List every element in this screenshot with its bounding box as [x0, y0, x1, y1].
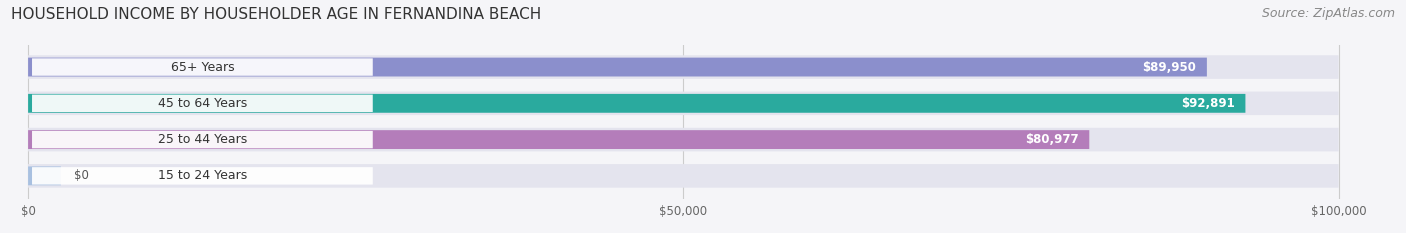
FancyBboxPatch shape	[32, 167, 373, 185]
Text: $89,950: $89,950	[1143, 61, 1197, 74]
Text: 65+ Years: 65+ Years	[170, 61, 235, 74]
FancyBboxPatch shape	[32, 131, 373, 148]
FancyBboxPatch shape	[28, 92, 1339, 115]
FancyBboxPatch shape	[28, 164, 1339, 188]
Text: 45 to 64 Years: 45 to 64 Years	[157, 97, 247, 110]
Text: $80,977: $80,977	[1025, 133, 1078, 146]
FancyBboxPatch shape	[28, 130, 1090, 149]
FancyBboxPatch shape	[32, 58, 373, 76]
FancyBboxPatch shape	[32, 95, 373, 112]
Text: 15 to 24 Years: 15 to 24 Years	[157, 169, 247, 182]
FancyBboxPatch shape	[28, 166, 60, 185]
FancyBboxPatch shape	[28, 58, 1206, 76]
Text: Source: ZipAtlas.com: Source: ZipAtlas.com	[1261, 7, 1395, 20]
FancyBboxPatch shape	[28, 94, 1246, 113]
Text: HOUSEHOLD INCOME BY HOUSEHOLDER AGE IN FERNANDINA BEACH: HOUSEHOLD INCOME BY HOUSEHOLDER AGE IN F…	[11, 7, 541, 22]
Text: $92,891: $92,891	[1181, 97, 1234, 110]
Text: 25 to 44 Years: 25 to 44 Years	[157, 133, 247, 146]
FancyBboxPatch shape	[28, 55, 1339, 79]
Text: $0: $0	[75, 169, 89, 182]
FancyBboxPatch shape	[28, 128, 1339, 151]
